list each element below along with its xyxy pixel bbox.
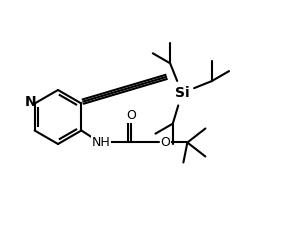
Text: NH: NH: [92, 136, 111, 149]
Text: Si: Si: [175, 86, 189, 100]
Text: O: O: [160, 136, 170, 149]
Text: N: N: [25, 96, 36, 110]
Text: O: O: [126, 109, 136, 122]
